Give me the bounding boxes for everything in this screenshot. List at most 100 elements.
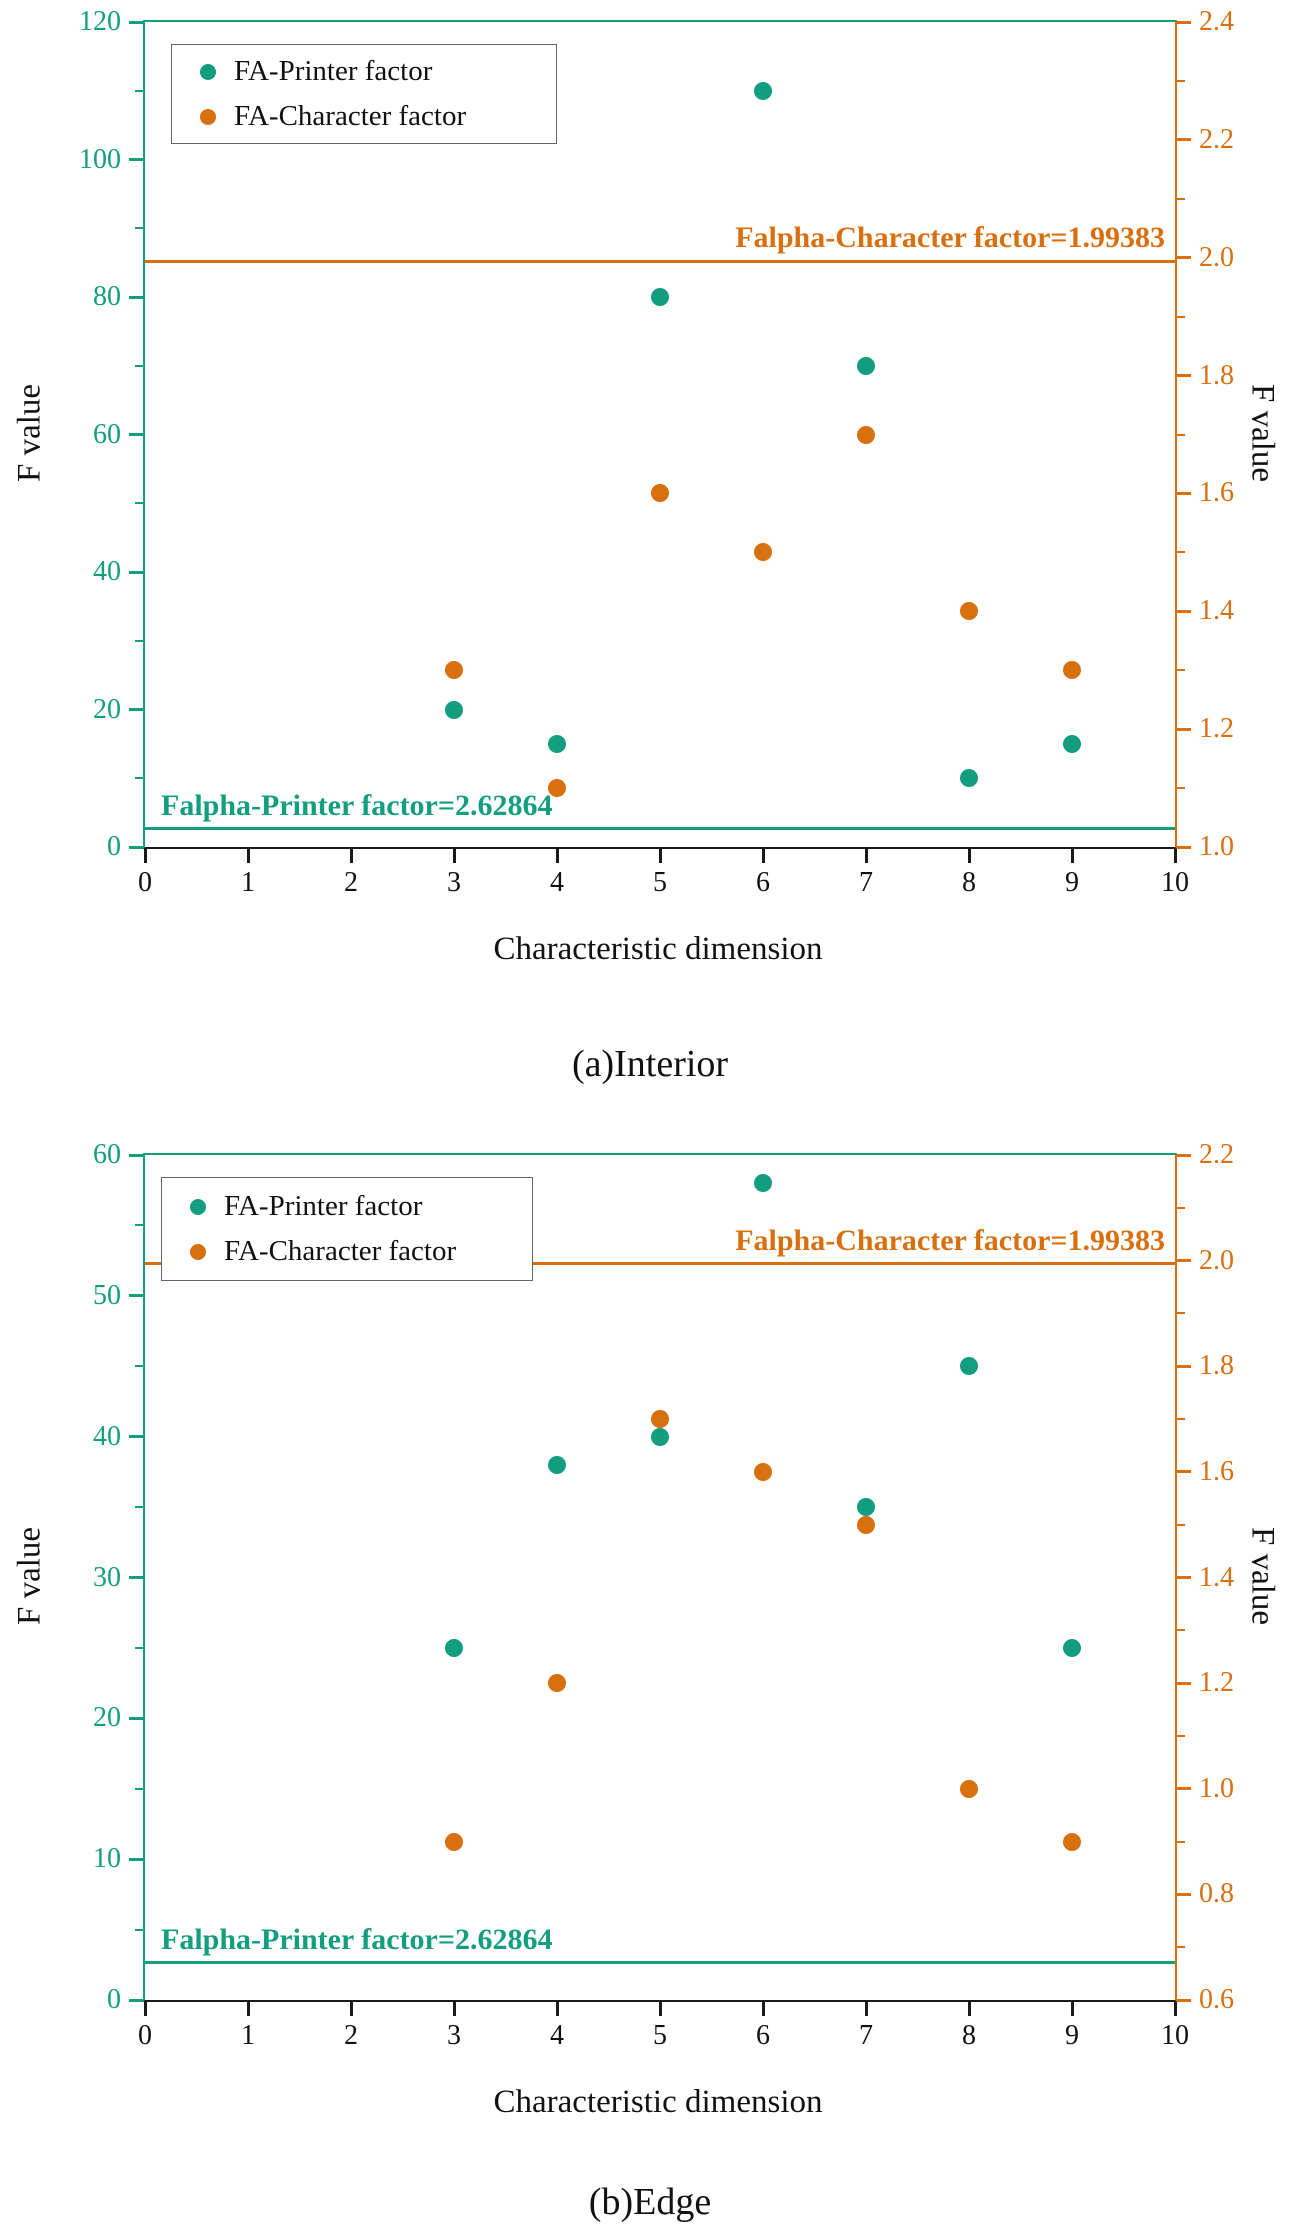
right-minor-tick-mark <box>1177 433 1185 436</box>
x-tick-mark <box>864 2002 868 2016</box>
data-point-character <box>960 1779 978 1798</box>
legend-marker-icon <box>190 1243 206 1260</box>
right-tick-mark <box>1177 1892 1191 1896</box>
x-tick-label: 0 <box>138 2020 152 2051</box>
left-minor-tick-mark <box>135 364 143 367</box>
right-tick-label: 1.8 <box>1199 359 1234 391</box>
legend-item: FA-Character factor <box>190 1235 532 1268</box>
left-tick-mark <box>129 1716 143 1720</box>
right-minor-tick-mark <box>1177 79 1185 82</box>
right-tick-label: 1.0 <box>1199 1772 1234 1804</box>
x-tick-label: 1 <box>241 2020 255 2051</box>
x-tick-label: 8 <box>962 867 976 898</box>
right-tick-label: 2.4 <box>1199 6 1234 37</box>
data-point-printer <box>754 1174 772 1193</box>
data-point-character <box>445 1832 463 1851</box>
x-tick-mark <box>349 2002 353 2016</box>
left-minor-tick-mark <box>135 1646 143 1649</box>
legend: FA-Printer factor FA-Character factor <box>171 44 557 144</box>
reference-line-label: Falpha-Printer factor=2.62864 <box>161 788 553 822</box>
x-tick-mark <box>143 849 147 863</box>
right-minor-tick-mark <box>1177 551 1185 554</box>
data-point-character <box>445 661 463 680</box>
x-tick-label: 3 <box>447 2020 461 2051</box>
right-minor-tick-mark <box>1177 1312 1185 1315</box>
x-tick-mark <box>555 849 559 863</box>
left-tick-label: 60 <box>93 1139 121 1170</box>
right-tick-label: 1.0 <box>1199 831 1234 862</box>
left-tick-label: 80 <box>93 281 121 312</box>
left-tick-mark <box>129 158 143 161</box>
reference-line <box>145 1961 1175 1965</box>
data-point-character <box>651 1410 669 1429</box>
right-tick-label: 2.2 <box>1199 1139 1234 1170</box>
legend-label: FA-Character factor <box>224 1235 457 1267</box>
x-tick-mark <box>452 2002 456 2016</box>
legend-marker-icon <box>200 108 216 125</box>
x-tick-label: 1 <box>241 867 255 898</box>
right-tick-mark <box>1177 1364 1191 1368</box>
left-tick-label: 40 <box>93 1420 121 1452</box>
x-tick-label: 6 <box>756 867 770 898</box>
left-tick-mark <box>129 1435 143 1439</box>
reference-line-label: Falpha-Character factor=1.99383 <box>735 221 1165 255</box>
right-minor-tick-mark <box>1177 1629 1185 1632</box>
right-tick-mark <box>1177 1470 1191 1474</box>
right-minor-tick-mark <box>1177 787 1185 790</box>
x-tick-label: 3 <box>447 867 461 898</box>
x-tick-mark <box>658 849 662 863</box>
right-tick-label: 2.0 <box>1199 241 1234 273</box>
x-tick-label: 0 <box>138 867 152 898</box>
left-tick-label: 50 <box>93 1279 121 1311</box>
left-tick-mark <box>129 1998 143 2002</box>
reference-line <box>145 1262 1175 1266</box>
right-tick-label: 1.4 <box>1199 595 1234 627</box>
left-tick-label: 20 <box>93 693 121 725</box>
reference-line-label: Falpha-Character factor=1.99383 <box>735 1223 1165 1257</box>
left-tick-mark <box>129 570 143 574</box>
chart-a-caption: (a)Interior <box>571 1043 729 1085</box>
x-tick-mark <box>143 2002 147 2016</box>
right-tick-label: 0.8 <box>1199 1878 1234 1910</box>
x-tick-label: 10 <box>1161 2020 1189 2051</box>
right-tick-mark <box>1177 374 1191 378</box>
data-point-printer <box>445 700 463 719</box>
right-minor-tick-mark <box>1177 197 1185 200</box>
reference-line <box>145 827 1175 831</box>
data-point-printer <box>1063 1638 1081 1657</box>
right-tick-mark <box>1177 609 1191 613</box>
x-tick-mark <box>1070 849 1074 863</box>
reference-line-label: Falpha-Printer factor=2.62864 <box>161 1922 553 1956</box>
left-minor-tick-mark <box>135 227 143 230</box>
data-point-printer <box>857 1498 875 1517</box>
chart-b-edge: 0 1 2 3 4 5 6 7 8 9 10 0 10 20 30 40 50 60 0.6 0.8 1.0 1.2 1.4… <box>0 1133 1300 2133</box>
left-tick-mark <box>129 845 143 849</box>
data-point-character <box>1063 661 1081 680</box>
data-point-character <box>857 1515 875 1534</box>
x-tick-mark <box>555 2002 559 2016</box>
legend-marker-icon <box>190 1198 206 1215</box>
left-tick-label: 0 <box>107 831 121 862</box>
x-tick-mark <box>1070 2002 1074 2016</box>
right-tick-label: 2.2 <box>1199 123 1234 155</box>
legend-item: FA-Printer factor <box>190 1190 532 1223</box>
legend-item: FA-Character factor <box>200 100 556 133</box>
x-axis-title: Characteristic dimension <box>493 931 823 967</box>
data-point-character <box>960 602 978 621</box>
data-point-character <box>754 1462 772 1481</box>
left-minor-tick-mark <box>135 1928 143 1931</box>
x-axis-title: Characteristic dimension <box>493 2084 823 2120</box>
right-tick-mark <box>1177 256 1191 260</box>
legend-marker-icon <box>200 63 216 80</box>
x-tick-label: 8 <box>962 2020 976 2051</box>
reference-line <box>145 259 1175 263</box>
chart-a-interior: 0 1 2 3 4 5 6 7 8 9 10 0 20 40 60 80 100 120 1.0 1.2 1.4 1.6 1… <box>0 0 1300 1010</box>
right-tick-label: 1.4 <box>1199 1561 1234 1593</box>
data-point-printer <box>857 356 875 375</box>
legend-label: FA-Printer factor <box>234 55 433 87</box>
x-tick-label: 7 <box>859 867 873 898</box>
right-tick-mark <box>1177 491 1191 495</box>
x-tick-mark <box>452 849 456 863</box>
data-point-printer <box>754 81 772 100</box>
